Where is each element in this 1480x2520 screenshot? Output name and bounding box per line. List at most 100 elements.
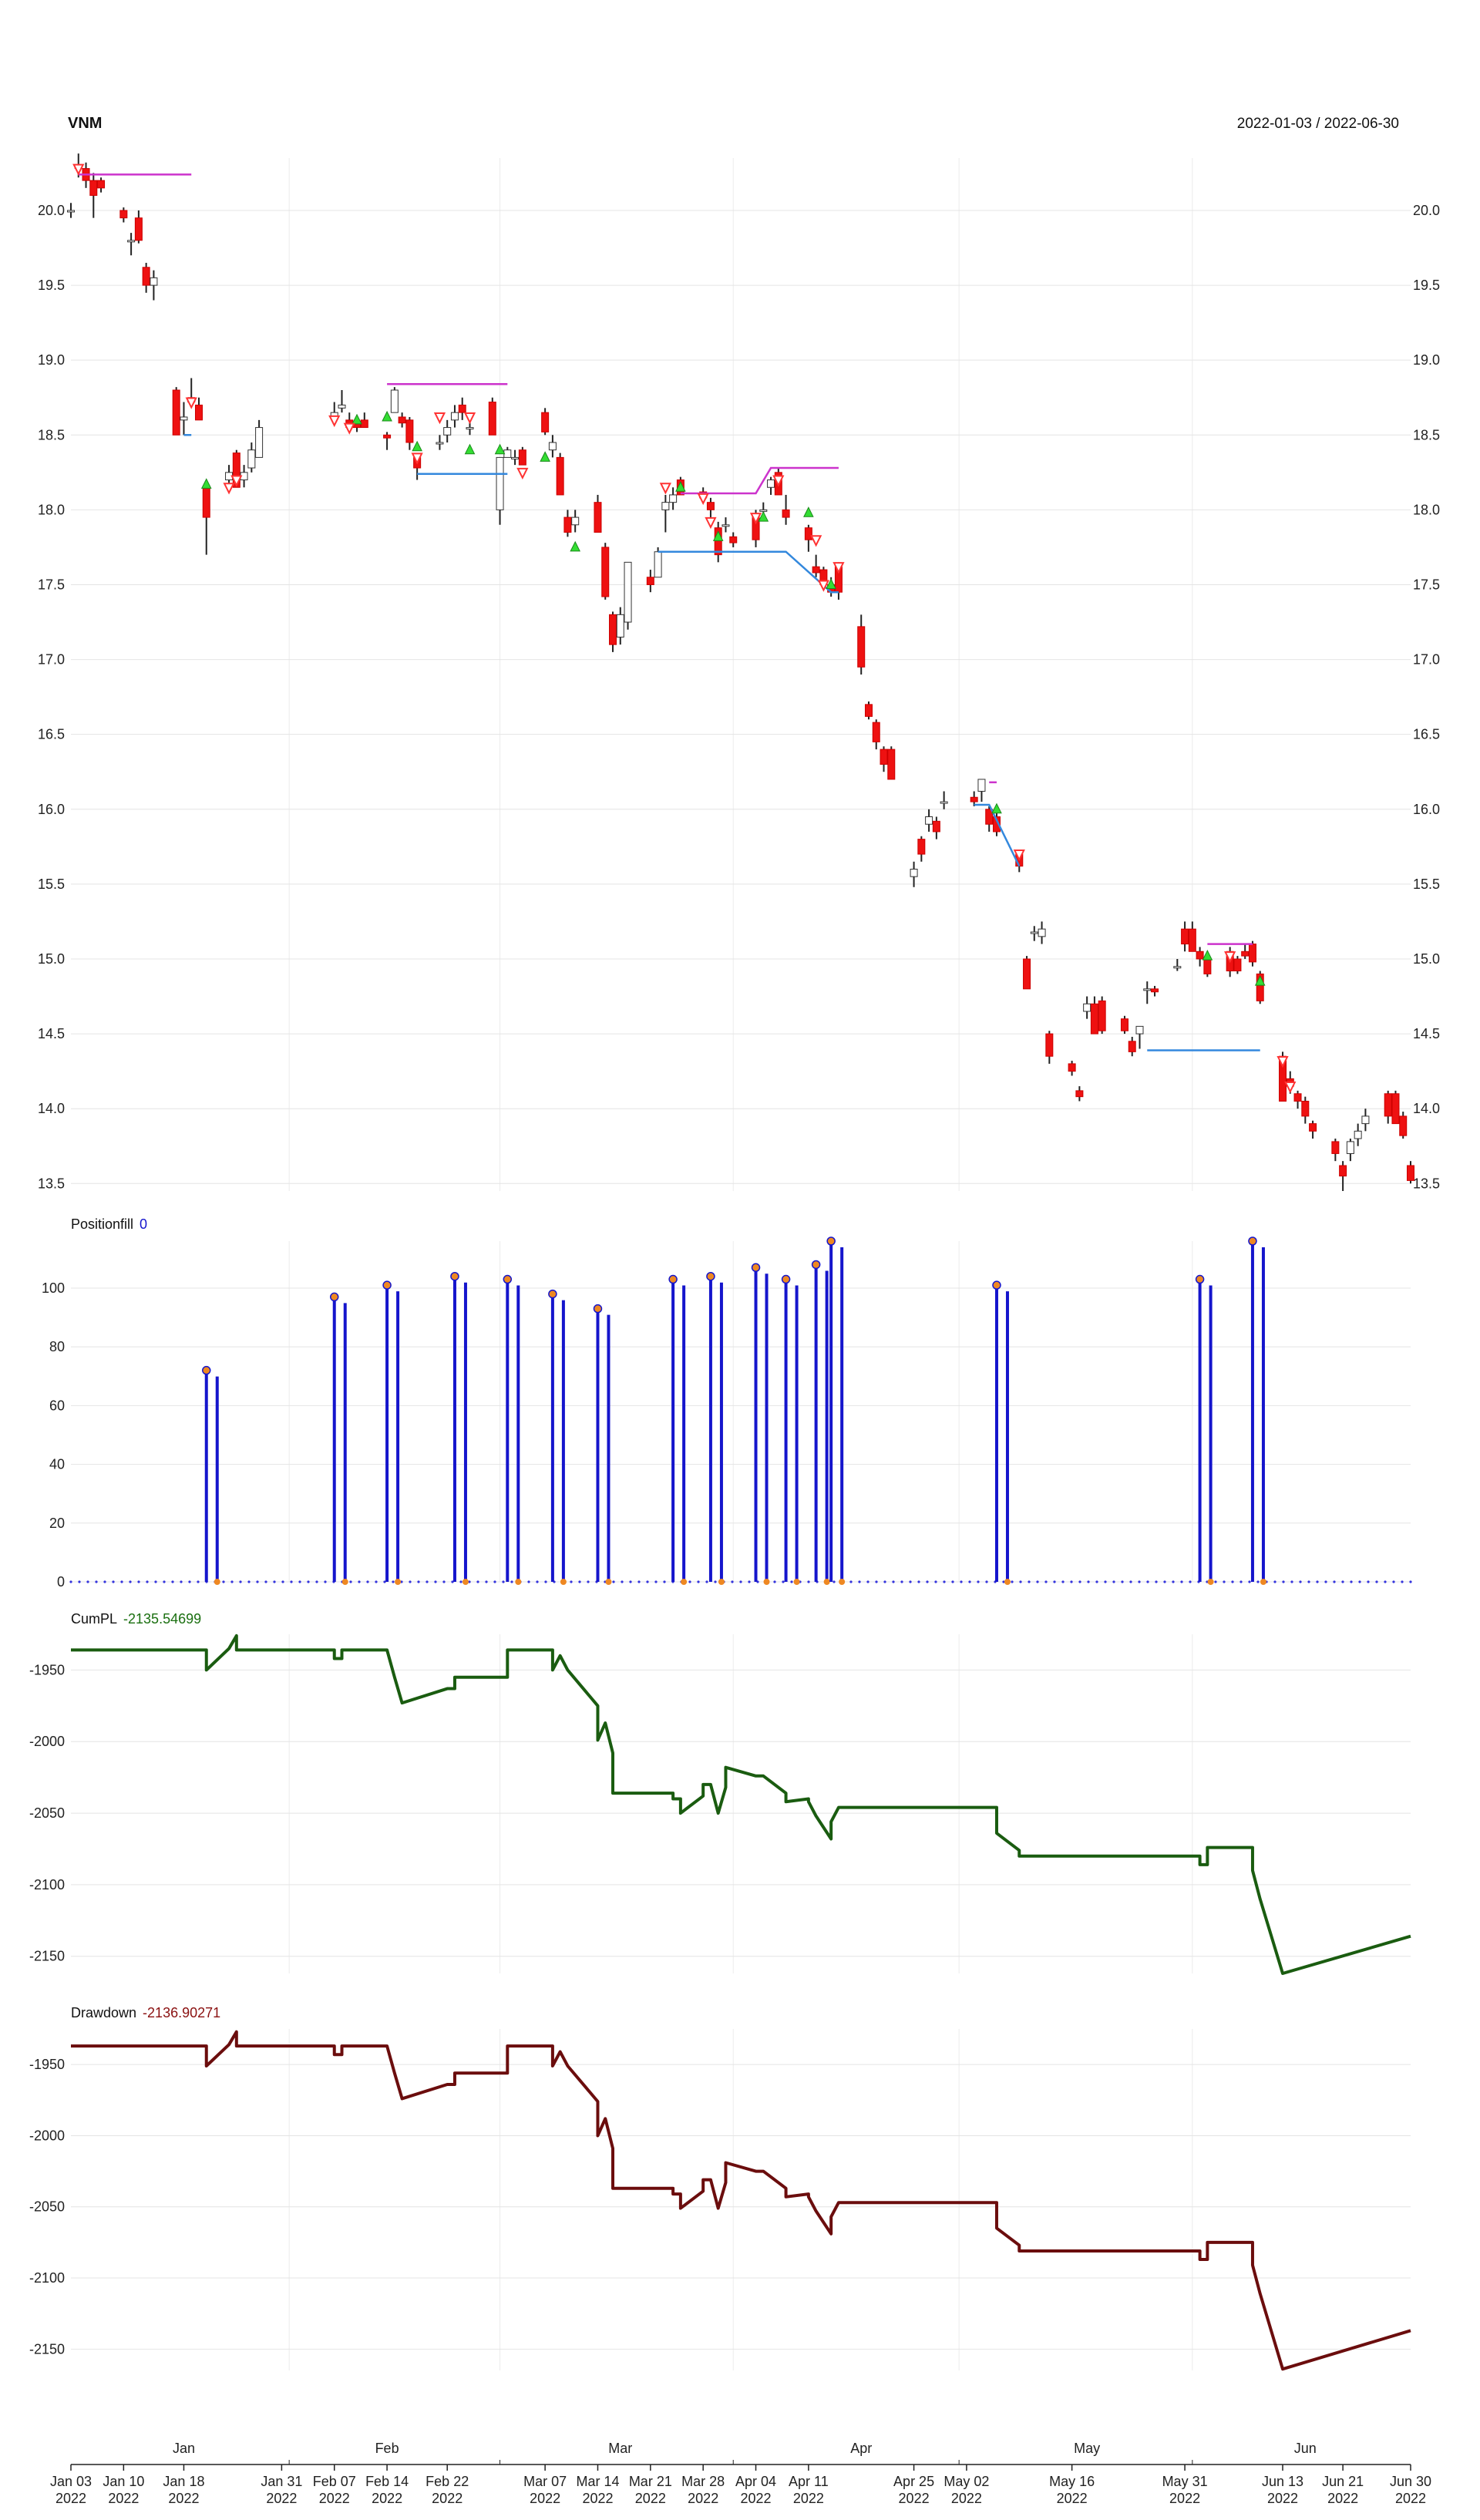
candle-body <box>601 547 610 597</box>
zero-fill-dot <box>1392 1580 1395 1583</box>
y-tick-label: -2050 <box>29 1805 65 1821</box>
zero-fill-dot <box>1078 1580 1081 1583</box>
zero-fill-dot <box>654 1580 658 1583</box>
x-tick-label: May 31 <box>1162 2474 1208 2489</box>
fill-exit-marker <box>793 1579 800 1585</box>
zero-fill-dot <box>544 1580 547 1583</box>
fill-marker <box>751 1263 761 1273</box>
zero-fill-dot <box>1214 1580 1217 1583</box>
x-axis: Jan 03 2022 Jan 10 2022 Jan 18 2022 Jan 31 2022… <box>50 2441 1431 2506</box>
candle-body <box>1030 931 1038 934</box>
candle-body <box>1128 1041 1136 1052</box>
zero-fill-dot <box>1231 1580 1234 1583</box>
zero-fill-dot <box>1180 1580 1183 1583</box>
candle-body <box>594 502 602 533</box>
zero-fill-dot <box>917 1580 920 1583</box>
fill-exit-marker <box>341 1579 348 1585</box>
zero-fill-dot <box>714 1580 717 1583</box>
zero-fill-dot <box>782 1580 785 1583</box>
sell-marker <box>659 483 671 495</box>
zero-fill-dot <box>960 1580 963 1583</box>
candle-body <box>722 524 730 527</box>
zero-fill-dot <box>1019 1580 1022 1583</box>
y-tick-label: 16.0 <box>38 802 65 817</box>
zero-fill-dot <box>1282 1580 1285 1583</box>
zero-fill-dot <box>112 1580 115 1583</box>
x-tick-year: 2022 <box>951 2491 982 2506</box>
sell-marker <box>328 415 341 428</box>
zero-fill-dot <box>748 1580 751 1583</box>
y-tick-label: -2100 <box>29 2270 65 2286</box>
sell-marker <box>705 516 717 530</box>
candle-body <box>887 749 896 780</box>
candle-body <box>1196 950 1204 960</box>
y-tick-label-right: 14.5 <box>1413 1026 1440 1041</box>
x-tick-label: Mar 28 <box>681 2474 725 2489</box>
sell-marker <box>223 483 235 495</box>
candle-body <box>1399 1115 1408 1136</box>
candle-body <box>1023 958 1031 990</box>
zero-fill-dot <box>773 1580 776 1583</box>
zero-fill-dot <box>154 1580 157 1583</box>
x-tick-label: Jan 03 <box>50 2474 92 2489</box>
zero-fill-dot <box>1002 1580 1005 1583</box>
y-tick-label-right: 18.0 <box>1413 502 1440 517</box>
zero-fill-dot <box>197 1580 200 1583</box>
zero-fill-dot <box>324 1580 327 1583</box>
y-tick-label: -2100 <box>29 1877 65 1893</box>
zero-fill-dot <box>629 1580 632 1583</box>
x-tick-year: 2022 <box>899 2491 930 2506</box>
zero-fill-dot <box>1028 1580 1031 1583</box>
y-tick-label-right: 16.5 <box>1413 727 1440 742</box>
zero-fill-dot <box>298 1580 301 1583</box>
zero-fill-dot <box>493 1580 496 1583</box>
zero-fill-dot <box>883 1580 886 1583</box>
candle-body <box>67 210 75 213</box>
zero-fill-dot <box>637 1580 641 1583</box>
x-tick-year: 2022 <box>582 2491 613 2506</box>
fill-exit-marker <box>839 1579 846 1585</box>
buy-marker <box>675 481 686 492</box>
y-tick-label: -1950 <box>29 2057 65 2072</box>
zero-fill-dot <box>171 1580 174 1583</box>
zero-fill-dot <box>1104 1580 1107 1583</box>
y-tick-label: 0 <box>57 1574 65 1590</box>
candle-body <box>661 502 670 510</box>
buy-marker <box>826 578 836 589</box>
zero-fill-dot <box>417 1580 420 1583</box>
candle-body <box>1038 928 1046 937</box>
x-tick-year: 2022 <box>793 2491 824 2506</box>
candle-body <box>1083 1003 1092 1012</box>
y-tick-label: -2050 <box>29 2199 65 2215</box>
zero-fill-dot <box>1350 1580 1353 1583</box>
cumpl-last-value: -2135.54699 <box>123 1611 201 1627</box>
sell-marker <box>697 493 709 506</box>
candle-body <box>812 566 820 574</box>
y-tick-label: 15.0 <box>38 951 65 967</box>
sell-marker <box>832 562 845 574</box>
x-tick-year: 2022 <box>688 2491 718 2506</box>
fill-exit-marker <box>560 1579 567 1585</box>
zero-fill-dot <box>527 1580 530 1583</box>
fill-marker <box>1248 1236 1257 1246</box>
zero-fill-dot <box>307 1580 310 1583</box>
candle-body <box>1407 1165 1414 1181</box>
zero-fill-dot <box>468 1580 471 1583</box>
zero-fill-dot <box>1223 1580 1226 1583</box>
candle-body <box>1173 966 1182 969</box>
stop-line <box>658 550 839 594</box>
x-month-label: Mar <box>608 2441 632 2456</box>
zero-fill-dot <box>1146 1580 1149 1583</box>
zero-fill-dot <box>451 1580 454 1583</box>
y-tick-label-right: 15.5 <box>1413 876 1440 892</box>
candle-body <box>563 516 572 533</box>
zero-fill-dot <box>578 1580 581 1583</box>
fill-marker <box>202 1365 211 1375</box>
zero-fill-dot <box>103 1580 106 1583</box>
drawdown-title: Drawdown <box>71 2005 136 2020</box>
stop-line <box>680 466 839 495</box>
zero-fill-dot <box>900 1580 903 1583</box>
fill-exit-marker <box>515 1579 522 1585</box>
candle-body <box>150 277 158 286</box>
